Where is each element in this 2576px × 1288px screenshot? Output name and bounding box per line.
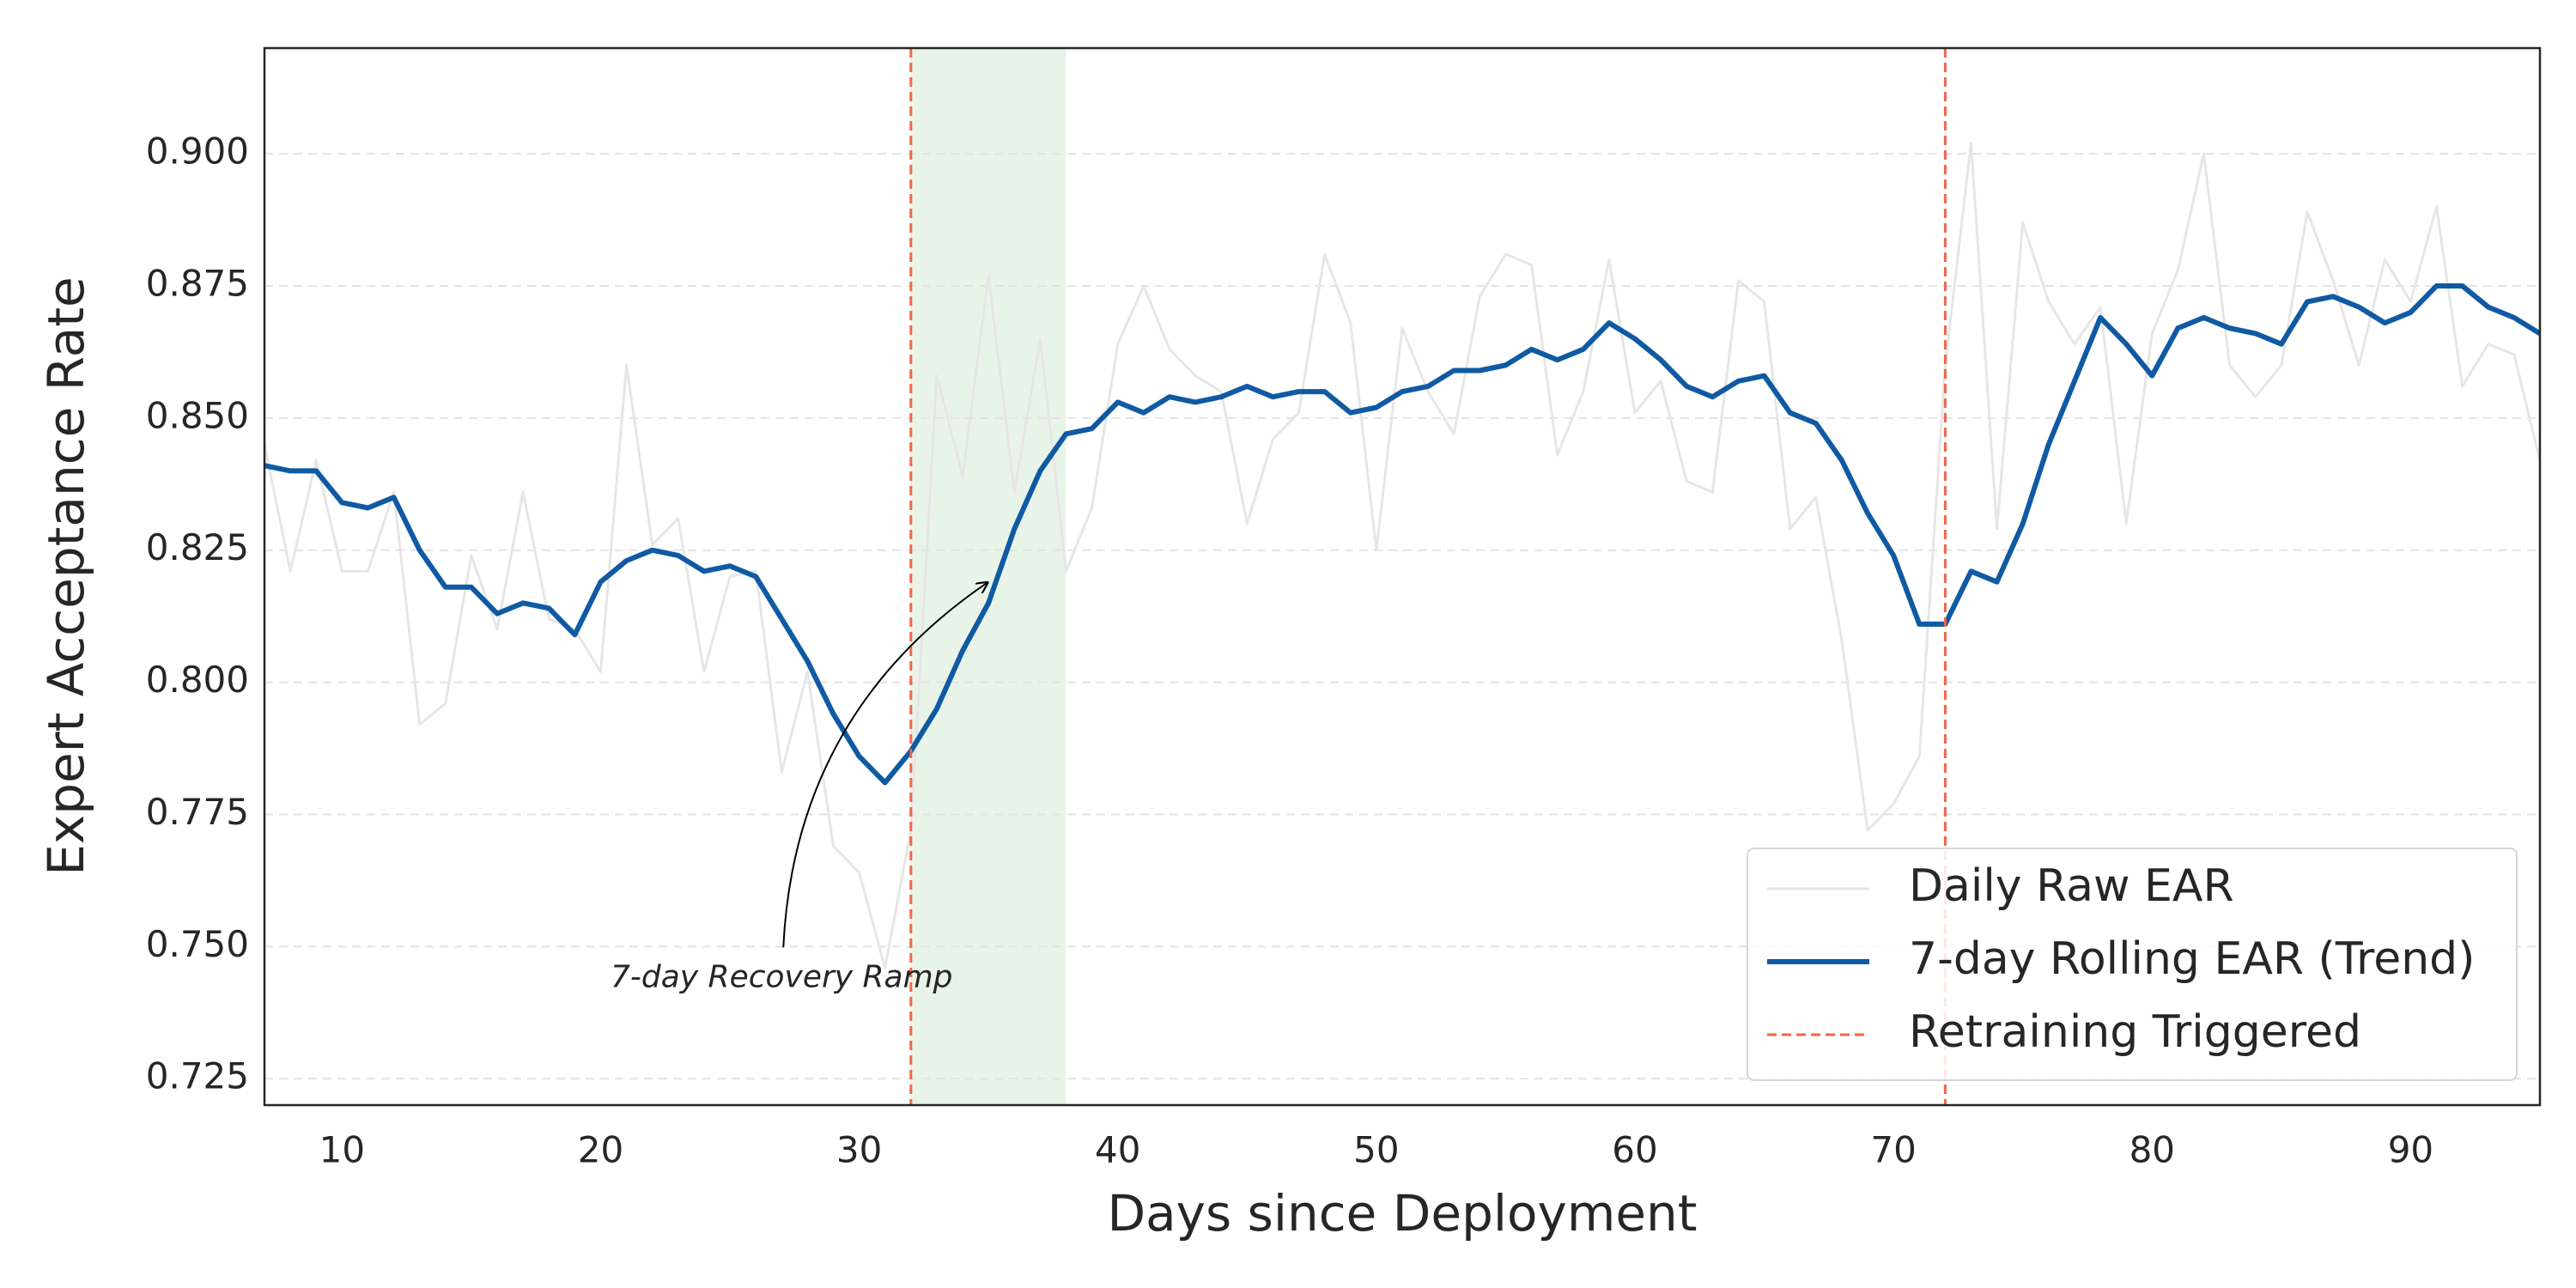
x-tick-label: 80 <box>2129 1129 2175 1171</box>
plot-frame <box>263 46 2542 1107</box>
legend-box <box>1747 848 2518 1081</box>
y-tick-label: 0.900 <box>146 131 249 173</box>
series-line <box>264 283 2540 786</box>
shaded-span <box>910 48 1066 1105</box>
legend-label: Daily Raw EAR <box>1909 860 2234 912</box>
legend-label: 7-day Rolling EAR (Trend) <box>1909 933 2475 985</box>
x-tick-label: 40 <box>1095 1129 1140 1171</box>
series-line <box>264 142 2540 969</box>
x-tick-label: 10 <box>319 1129 365 1171</box>
y-tick-label: 0.725 <box>146 1055 249 1097</box>
x-axis-label: Days since Deployment <box>1107 1184 1697 1242</box>
plot-lines <box>264 142 2540 969</box>
annotation-text: 7-day Recovery Ramp <box>611 959 953 994</box>
x-tick-label: 50 <box>1353 1129 1399 1171</box>
y-tick-label: 0.825 <box>146 526 249 568</box>
y-tick-label: 0.750 <box>146 923 249 965</box>
y-tick-label: 0.875 <box>146 262 249 304</box>
x-tick-label: 60 <box>1612 1129 1657 1171</box>
annotation-arrow <box>782 582 988 948</box>
y-tick-label: 0.800 <box>146 659 249 701</box>
y-tick-label: 0.775 <box>146 791 249 833</box>
x-tick-label: 90 <box>2388 1129 2433 1171</box>
x-tick-label: 20 <box>578 1129 623 1171</box>
x-tick-label: 30 <box>836 1129 882 1171</box>
x-tick-label: 70 <box>1870 1129 1916 1171</box>
y-axis-label: Expert Acceptance Rate <box>37 276 95 875</box>
legend-label: Retraining Triggered <box>1909 1006 2361 1058</box>
y-tick-label: 0.850 <box>146 394 249 436</box>
